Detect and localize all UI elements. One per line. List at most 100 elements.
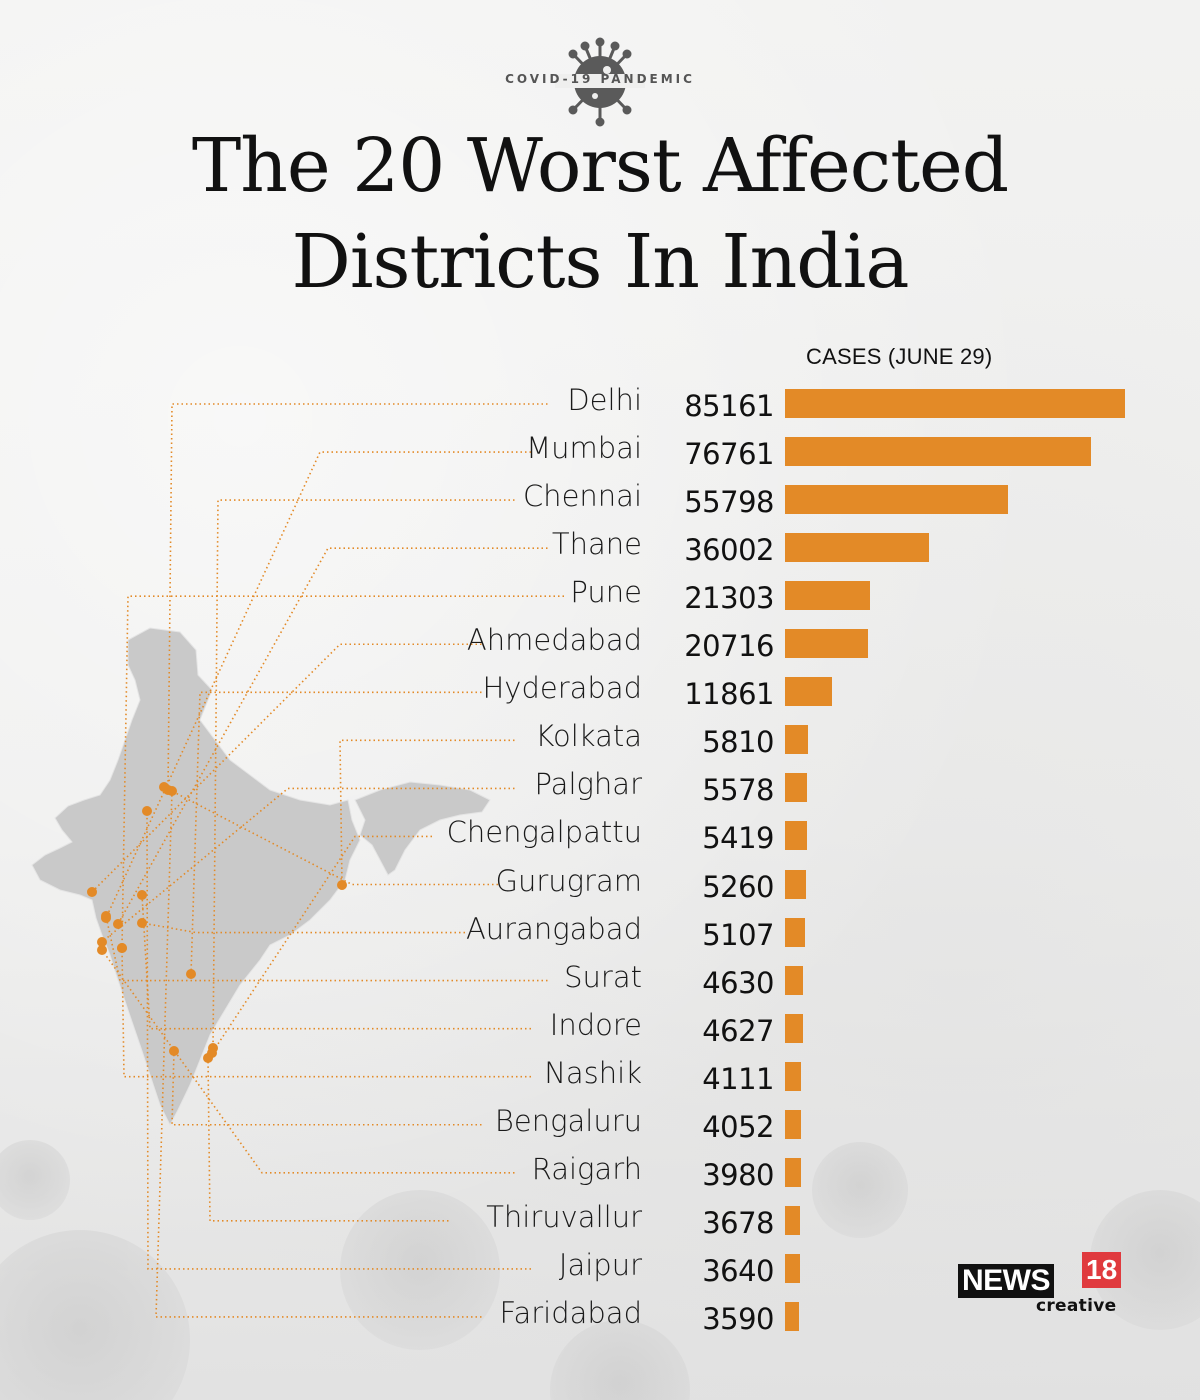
virus-decoration [340, 1190, 500, 1350]
district-label: Indore [549, 1007, 642, 1042]
case-count-label: 36002 [684, 533, 774, 568]
case-count-label: 5578 [702, 773, 774, 808]
kicker: COVID-19 PANDEMIC [0, 72, 1200, 86]
leader-line [155, 790, 482, 1318]
case-count-label: 21303 [684, 581, 774, 616]
case-count-label: 20716 [684, 629, 774, 664]
leader-line [117, 547, 548, 925]
case-count-label: 4052 [702, 1109, 774, 1144]
bar [785, 869, 806, 899]
district-dot [203, 1053, 213, 1063]
district-label: Delhi [567, 383, 642, 417]
virus-decoration [812, 1142, 908, 1238]
bar [785, 677, 833, 707]
district-dot [186, 969, 196, 979]
district-dot [113, 919, 123, 929]
district-dot [137, 890, 147, 900]
virus-decoration [0, 1230, 190, 1400]
case-count-label: 85161 [684, 389, 774, 423]
case-count-label: 11861 [684, 677, 774, 712]
bar [785, 581, 871, 611]
case-count-label: 4111 [702, 1061, 774, 1096]
case-count-label: 3590 [702, 1301, 774, 1336]
district-label: Thane [551, 527, 642, 562]
district-label: Chennai [522, 479, 642, 514]
case-count-label: 4630 [702, 965, 774, 1000]
bar [785, 1253, 800, 1283]
case-count-label: 5260 [702, 869, 774, 904]
case-count-label: 76761 [684, 437, 774, 472]
leader-line [146, 810, 531, 1270]
district-dot [159, 782, 169, 792]
kicker-text: COVID-19 PANDEMIC [505, 72, 695, 86]
leader-line [171, 1050, 482, 1126]
district-label: Kolkata [535, 719, 642, 754]
district-dot [167, 786, 177, 796]
leader-line [190, 691, 482, 975]
district-dot [117, 943, 127, 953]
bar [785, 1061, 802, 1091]
case-count-label: 3980 [702, 1157, 774, 1192]
case-count-label: 5419 [702, 821, 774, 856]
district-label: Palghar [534, 767, 643, 802]
bar [785, 1157, 801, 1187]
leader-line [101, 949, 515, 1174]
district-dot [169, 1046, 179, 1056]
case-count-label: 3678 [702, 1205, 774, 1240]
bar [785, 821, 807, 851]
district-dot [137, 918, 147, 928]
bar [785, 773, 808, 803]
leader-line [121, 595, 564, 949]
district-label: Raigarh [531, 1151, 642, 1186]
bar [785, 1109, 802, 1139]
bar [785, 437, 1092, 467]
virus-decoration [0, 1140, 70, 1220]
case-count-label: 5107 [702, 917, 774, 952]
district-dot [97, 937, 107, 947]
leader-line [141, 894, 531, 1030]
page-title: The 20 Worst Affected Districts In India [0, 118, 1200, 310]
bar [785, 965, 804, 995]
bar [785, 485, 1008, 515]
district-label: Thiruvallur [486, 1199, 642, 1234]
district-label: Jaipur [558, 1247, 642, 1282]
district-dot [101, 911, 111, 921]
virus-decoration [550, 1320, 690, 1400]
district-label: Nashik [544, 1055, 642, 1090]
case-count-label: 55798 [684, 485, 774, 520]
district-label: Hyderabad [482, 671, 643, 706]
district-label: Gurugram [495, 863, 642, 898]
district-label: Bengaluru [494, 1103, 642, 1138]
leader-line [121, 947, 531, 1078]
india-map-shape [31, 627, 491, 1127]
leader-line [211, 835, 432, 1054]
district-label: Surat [564, 959, 642, 994]
district-label: Mumbai [526, 431, 642, 466]
bar [785, 725, 809, 755]
bar [785, 917, 806, 947]
district-label: Ahmedabad [466, 623, 642, 658]
bar [785, 1013, 804, 1043]
leader-line [207, 1057, 449, 1222]
district-dot [97, 945, 107, 955]
district-dot [337, 880, 347, 890]
virus-icon [555, 37, 645, 127]
title-line-1: The 20 Worst Affected [191, 123, 1009, 209]
district-label: Chengalpattu [446, 815, 642, 850]
district-label: Pune [570, 575, 642, 610]
case-count-label: 5810 [702, 725, 774, 760]
district-dot [87, 887, 97, 897]
case-count-label: 3640 [702, 1253, 774, 1288]
title-line-2: Districts In India [291, 219, 910, 305]
leader-line [105, 915, 548, 982]
bar [785, 389, 1125, 418]
case-count-label: 4627 [702, 1013, 774, 1048]
bar [785, 533, 929, 563]
logo-creative: creative [1036, 1296, 1117, 1316]
bar [785, 1205, 800, 1235]
virus-decoration [1090, 1190, 1200, 1330]
district-label: Aurangabad [465, 911, 642, 946]
leader-line [101, 787, 515, 943]
